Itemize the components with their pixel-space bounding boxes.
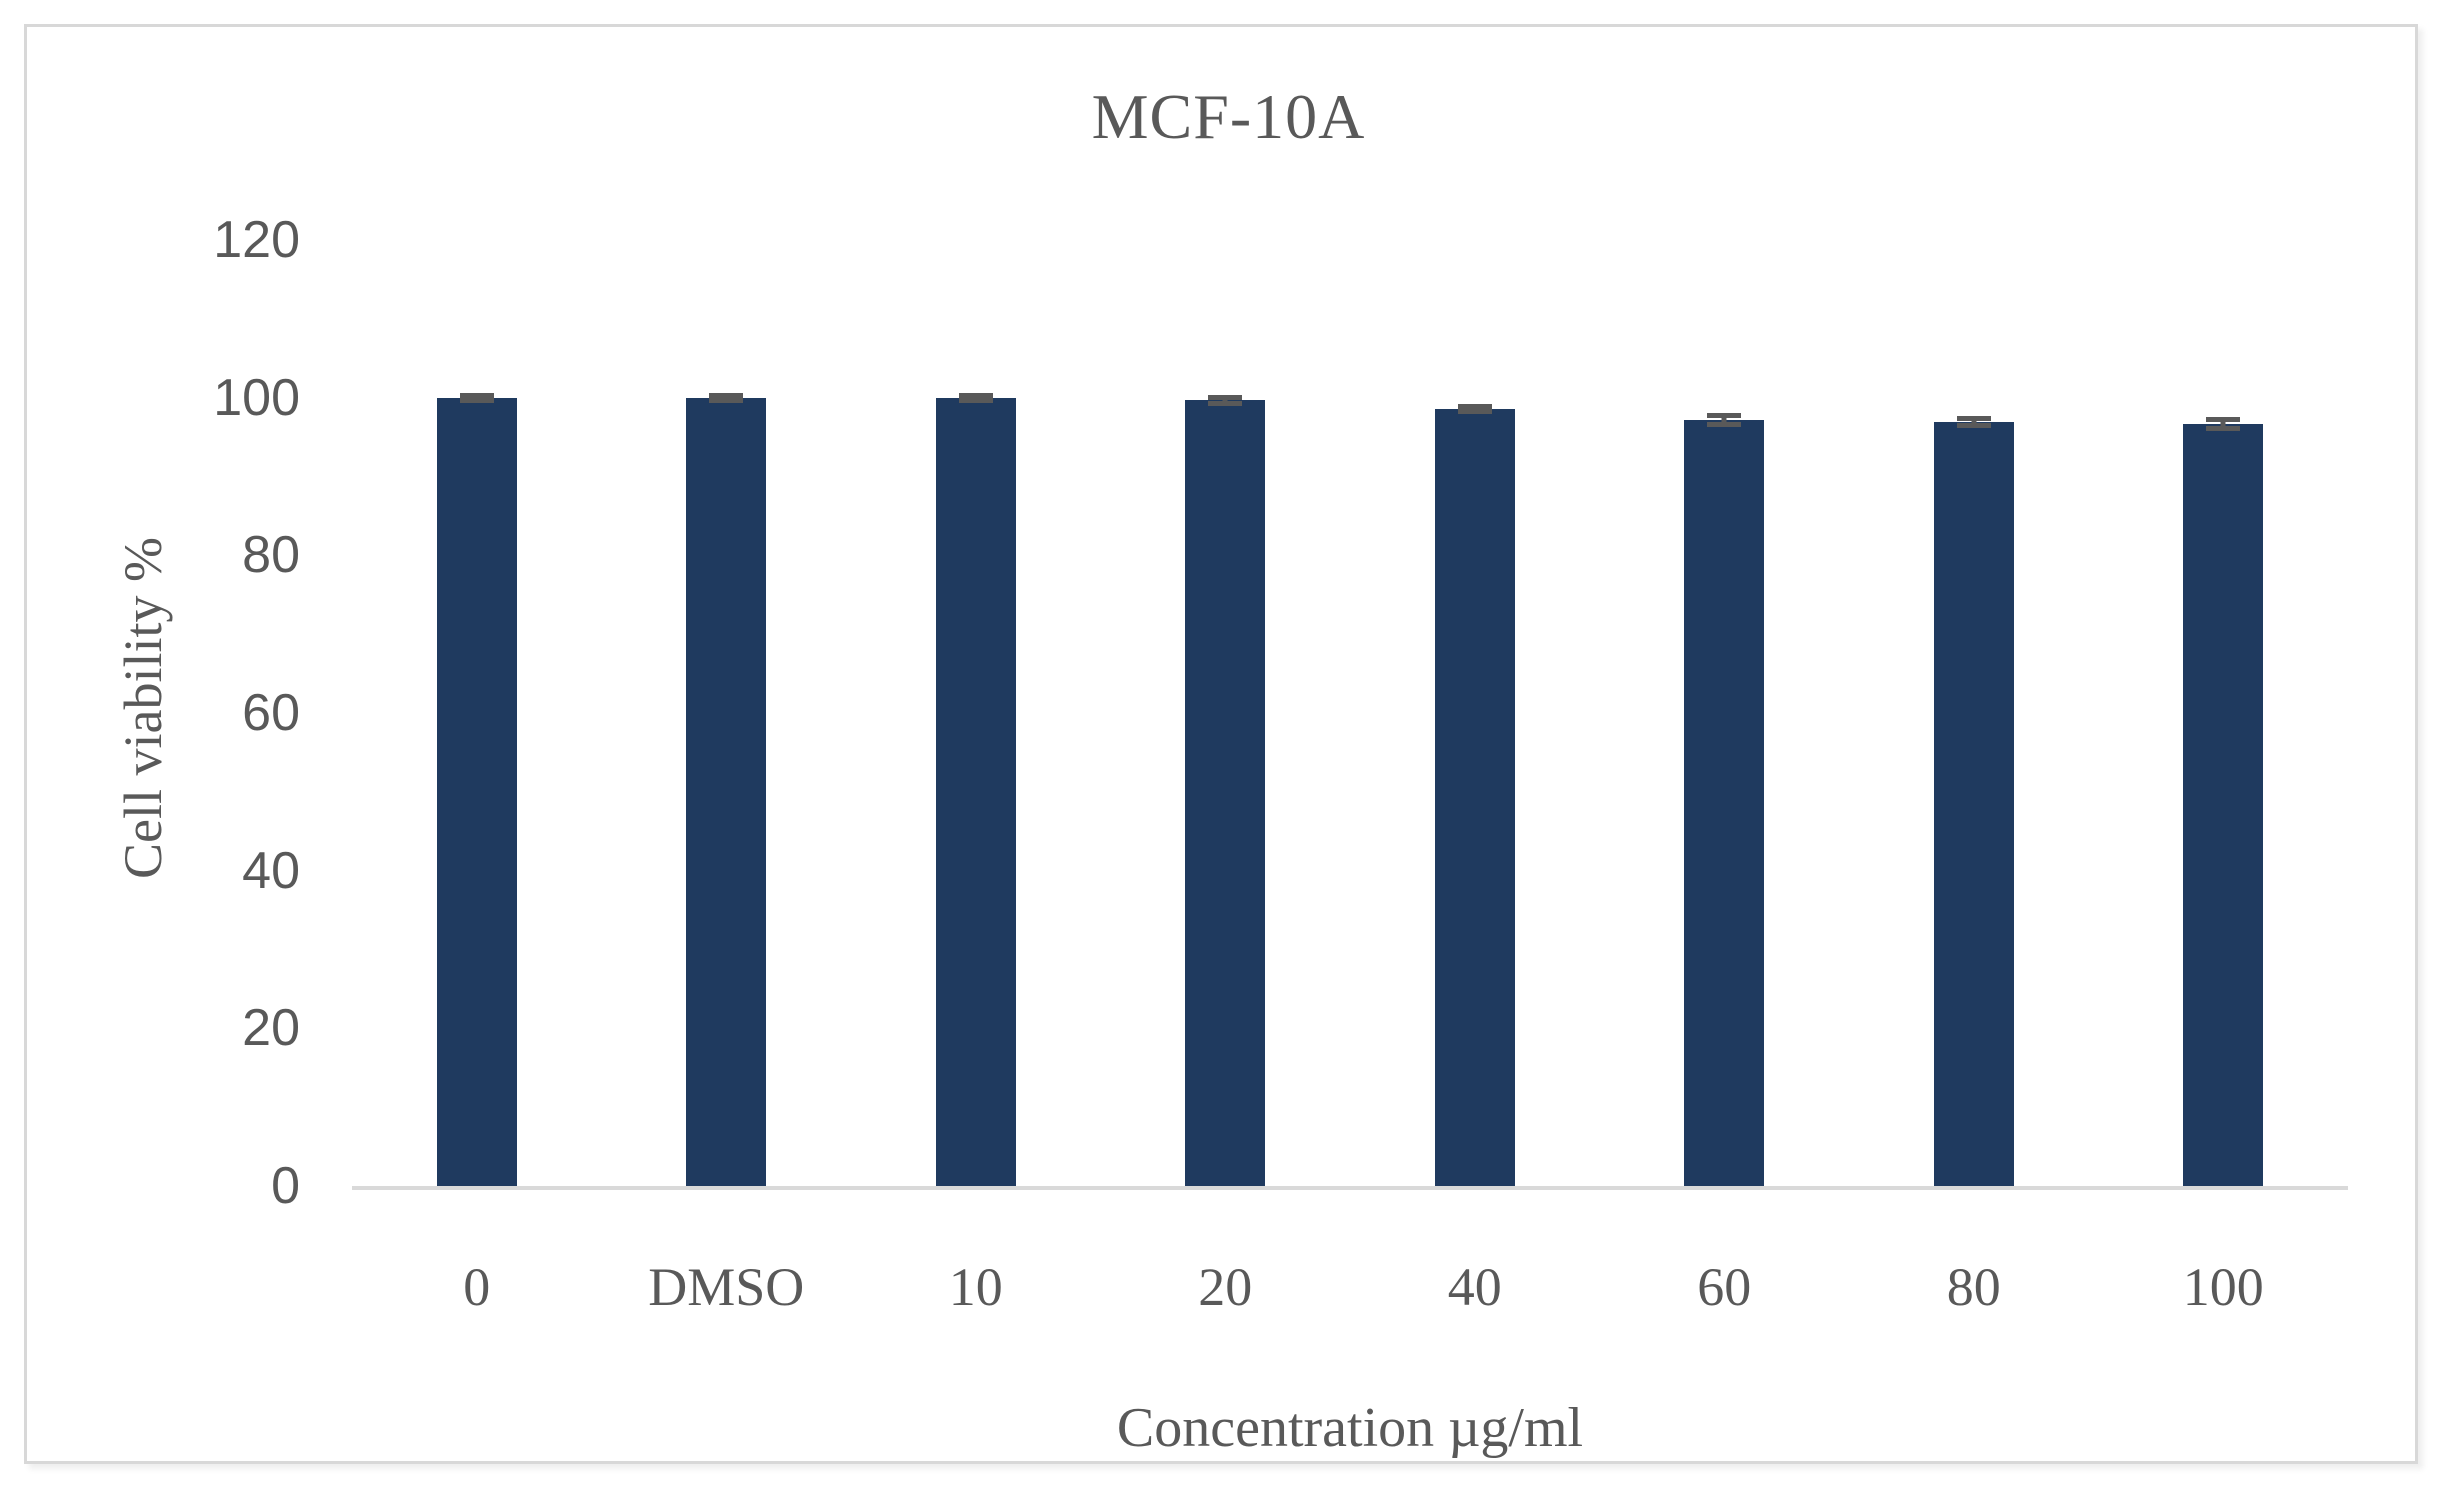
y-tick-label: 120 [213,211,300,269]
bar-slot [1350,240,1600,1186]
error-bar-stem [1721,412,1727,427]
error-bar-cap-bottom [709,397,744,403]
x-axis-category-labels: 0 DMSO 10 20 40 60 80 100 [352,1252,2348,1322]
y-tick-label: 60 [242,684,300,742]
bar-slot [1849,240,2099,1186]
bar [935,397,1016,1186]
y-tick-label: 20 [242,999,300,1058]
error-bar-stem [1971,415,1977,429]
bar-slot [352,240,602,1186]
bar-slot [1101,240,1351,1186]
x-category-label: 20 [1198,1257,1253,1317]
plot-area [352,240,2348,1190]
error-bar [459,392,494,403]
bar [1684,419,1765,1186]
error-bar-cap-bottom [2206,425,2241,431]
x-category-label: 10 [948,1257,1003,1317]
error-bar-cap-bottom [459,397,494,403]
bar [1933,422,2014,1186]
error-bar [709,392,744,403]
error-bar-cap-bottom [958,397,993,403]
bar-slot [2099,240,2349,1186]
y-tick-label: 80 [242,526,300,585]
bar [436,397,517,1186]
x-category-label: 80 [1946,1257,2001,1317]
error-bar-stem [1222,394,1228,406]
error-bar [1707,412,1742,427]
error-bar-cap-bottom [1208,400,1243,406]
error-bar [1457,403,1492,414]
y-tick-label: 40 [242,841,300,900]
x-category-label: 0 [463,1257,491,1317]
bar [1185,400,1266,1186]
y-tick-label: 100 [213,368,300,427]
chart-title: MCF-10A [1091,81,1366,152]
bar-slot [602,240,852,1186]
x-category-label: DMSO [648,1257,805,1317]
x-category-label: 60 [1697,1257,1752,1317]
error-bar [958,392,993,403]
error-bar [1208,394,1243,406]
x-category-label: 40 [1447,1257,1502,1317]
error-bar-cap-bottom [1956,423,1991,429]
error-bar [1956,415,1991,429]
bar [686,397,767,1186]
bar-slot [851,240,1101,1186]
y-tick-label: 0 [271,1157,300,1215]
error-bar-cap-bottom [1707,421,1742,427]
error-bar-stem [2220,416,2226,431]
y-axis-tick-labels: 0 20 40 60 80 100 120 [0,211,300,1215]
bar [2183,423,2264,1186]
x-axis-title: Concentration µg/ml [1116,1397,1584,1459]
bar-slot [1600,240,1850,1186]
error-bar [2206,416,2241,431]
bar [1434,408,1515,1186]
error-bar-cap-bottom [1457,408,1492,414]
x-category-label: 100 [2182,1257,2264,1317]
